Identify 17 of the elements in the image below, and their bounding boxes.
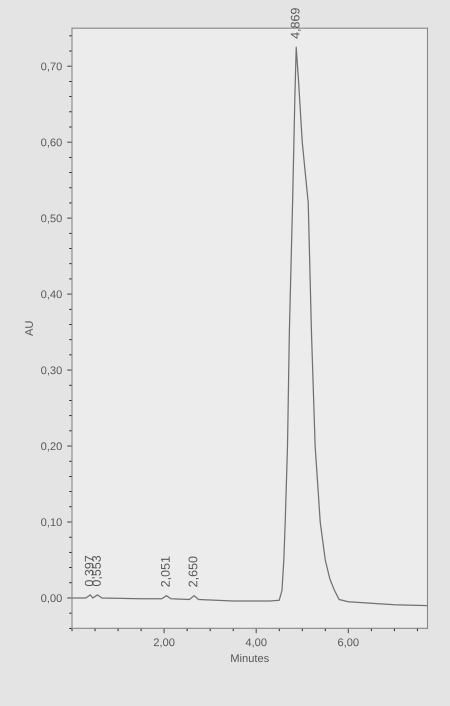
y-tick-label: 0,60 <box>41 138 62 148</box>
annotation: 4,869 <box>290 8 302 39</box>
annotation: 2,650 <box>188 556 199 587</box>
line-series <box>72 46 428 606</box>
x-tick-label: 6,00 <box>338 638 359 648</box>
y-tick-label: 0,40 <box>41 290 62 300</box>
y-tick-label: 0,50 <box>41 214 62 224</box>
y-tick-label: 0,20 <box>41 442 62 452</box>
x-tick-label: 2,00 <box>154 638 174 648</box>
x-tick-label: 4,00 <box>246 638 267 648</box>
x-axis-title: Minutes <box>231 654 269 662</box>
y-tick-label: 0,30 <box>41 366 62 376</box>
y-tick-label: 0,70 <box>41 62 62 72</box>
annotation: 2,051 <box>160 556 172 587</box>
y-tick-label: 0,10 <box>41 518 62 528</box>
y-axis-title: AU <box>25 321 33 336</box>
y-tick-label: 0,00 <box>41 594 62 604</box>
